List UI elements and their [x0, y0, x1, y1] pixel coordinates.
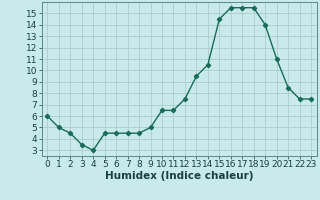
- X-axis label: Humidex (Indice chaleur): Humidex (Indice chaleur): [105, 171, 253, 181]
